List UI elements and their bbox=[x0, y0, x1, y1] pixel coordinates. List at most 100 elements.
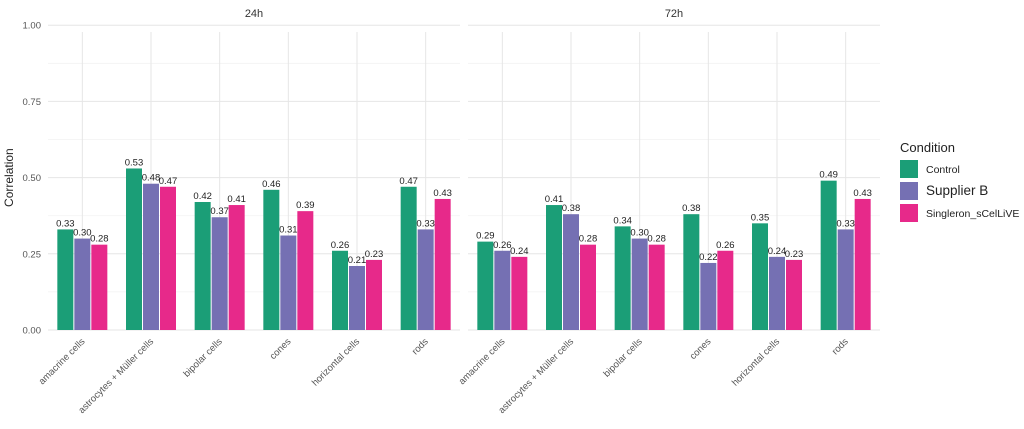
bar bbox=[563, 214, 579, 330]
bar bbox=[417, 229, 434, 330]
data-label: 0.38 bbox=[682, 203, 701, 214]
data-label: 0.26 bbox=[331, 240, 350, 251]
x-tick-label: amacrine cells bbox=[457, 336, 508, 387]
data-label: 0.47 bbox=[159, 176, 178, 187]
x-tick-label: astrocytes + Müller cells bbox=[76, 336, 156, 416]
labels-layer: 0.33 0.53 0.42 0.46 0.26 0.47 0.30 0.48 0.37 0.31… bbox=[56, 157, 872, 266]
data-label: 0.22 bbox=[699, 252, 718, 263]
y-tick-label: 0.75 bbox=[23, 97, 42, 108]
y-tick-label: 0.25 bbox=[23, 249, 42, 260]
x-tick-label: bipolar cells bbox=[602, 336, 645, 379]
data-label: 0.47 bbox=[399, 176, 418, 187]
legend-key bbox=[900, 182, 918, 200]
data-label: 0.33 bbox=[56, 218, 75, 229]
data-label: 0.24 bbox=[510, 246, 529, 257]
data-label: 0.33 bbox=[416, 218, 435, 229]
data-label: 0.26 bbox=[716, 240, 735, 251]
bar bbox=[614, 226, 631, 330]
bar bbox=[769, 256, 785, 330]
data-label: 0.23 bbox=[365, 249, 384, 260]
data-label: 0.23 bbox=[785, 249, 804, 260]
bar bbox=[349, 266, 365, 330]
data-label: 0.26 bbox=[493, 240, 512, 251]
bar bbox=[511, 256, 528, 330]
y-tick-label: 0.00 bbox=[23, 326, 42, 337]
data-label: 0.30 bbox=[630, 228, 649, 239]
data-label: 0.49 bbox=[819, 170, 838, 181]
x-tick-label: astrocytes + Müller cells bbox=[496, 336, 576, 416]
bars-layer bbox=[57, 168, 871, 330]
x-tick-label: rods bbox=[830, 336, 851, 357]
bar bbox=[580, 244, 596, 330]
bar bbox=[683, 214, 700, 330]
data-label: 0.46 bbox=[262, 179, 281, 190]
facet-title: 24h bbox=[245, 8, 263, 20]
x-tick-label: cones bbox=[268, 336, 294, 362]
data-label: 0.41 bbox=[227, 194, 246, 205]
data-label: 0.24 bbox=[768, 246, 787, 257]
data-label: 0.53 bbox=[125, 157, 144, 168]
data-label: 0.48 bbox=[142, 173, 161, 184]
bar bbox=[477, 241, 494, 330]
bar bbox=[631, 238, 648, 330]
data-label: 0.39 bbox=[296, 200, 315, 211]
bar bbox=[494, 250, 511, 330]
bar bbox=[820, 180, 837, 330]
bar bbox=[752, 223, 768, 330]
bar bbox=[854, 198, 871, 330]
bar bbox=[143, 183, 159, 330]
bar bbox=[263, 189, 280, 330]
y-tick-label: 0.50 bbox=[23, 173, 42, 184]
data-label: 0.43 bbox=[853, 188, 872, 199]
x-tick-label: cones bbox=[688, 336, 714, 362]
data-label: 0.41 bbox=[545, 194, 564, 205]
y-axis-title: Correlation bbox=[2, 148, 16, 207]
legend: Condition Control Supplier B Singleron_sCel… bbox=[900, 140, 1019, 222]
data-label: 0.21 bbox=[348, 255, 367, 266]
x-tick-label: horizontal cells bbox=[310, 336, 362, 388]
bar bbox=[434, 198, 451, 330]
y-tick-label: 1.00 bbox=[23, 21, 42, 32]
x-tick-label: amacrine cells bbox=[37, 336, 88, 387]
data-label: 0.33 bbox=[836, 218, 855, 229]
bar bbox=[57, 229, 74, 330]
bar bbox=[366, 259, 382, 330]
data-label: 0.34 bbox=[613, 215, 632, 226]
bar bbox=[91, 244, 108, 330]
bar bbox=[228, 205, 245, 330]
bar bbox=[297, 211, 314, 330]
data-label: 0.38 bbox=[562, 203, 581, 214]
legend-key bbox=[900, 160, 918, 178]
bar bbox=[211, 217, 228, 330]
bar bbox=[74, 238, 91, 330]
legend-title: Condition bbox=[900, 140, 955, 155]
x-tick-label: bipolar cells bbox=[182, 336, 225, 379]
x-tick-label: horizontal cells bbox=[730, 336, 782, 388]
bar bbox=[160, 186, 176, 330]
data-label: 0.37 bbox=[210, 206, 229, 217]
facet-title: 72h bbox=[665, 8, 683, 20]
bar bbox=[717, 250, 734, 330]
bar bbox=[648, 244, 665, 330]
legend-label: Singleron_sCelLiVE bbox=[926, 208, 1019, 220]
data-label: 0.28 bbox=[647, 234, 666, 245]
data-label: 0.28 bbox=[90, 234, 109, 245]
data-label: 0.43 bbox=[433, 188, 452, 199]
data-label: 0.30 bbox=[73, 228, 92, 239]
legend-key bbox=[900, 204, 918, 222]
data-label: 0.31 bbox=[279, 225, 298, 236]
bar bbox=[700, 262, 717, 330]
bar bbox=[332, 250, 348, 330]
x-tick-label: rods bbox=[410, 336, 431, 357]
data-label: 0.28 bbox=[579, 234, 598, 245]
bar bbox=[786, 259, 802, 330]
data-label: 0.42 bbox=[193, 191, 212, 202]
bar bbox=[194, 202, 211, 330]
bar bbox=[546, 205, 562, 330]
data-label: 0.35 bbox=[751, 212, 770, 223]
bar bbox=[126, 168, 142, 330]
legend-label: Control bbox=[926, 164, 960, 176]
data-label: 0.29 bbox=[476, 231, 495, 242]
bar bbox=[400, 186, 417, 330]
